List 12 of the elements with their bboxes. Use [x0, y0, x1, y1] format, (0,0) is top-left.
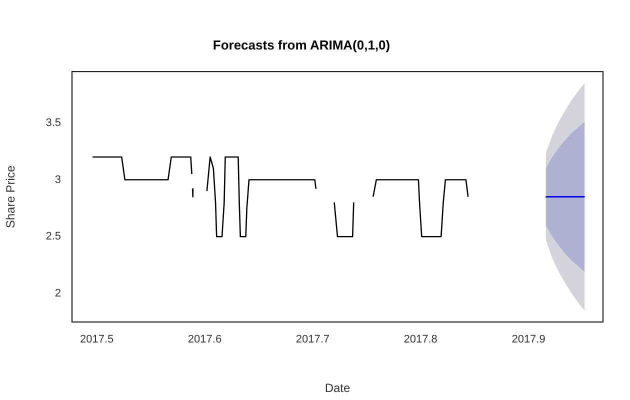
x-axis-title: Date	[324, 381, 350, 396]
x-tick-label: 2017.9	[512, 334, 546, 346]
chart-title: Forecasts from ARIMA(0,1,0)	[212, 37, 390, 52]
y-tick-label: 2.5	[46, 230, 61, 243]
y-tick-label: 3	[54, 174, 61, 186]
x-tick-label: 2017.5	[80, 334, 114, 346]
x-tick-label: 2017.6	[188, 334, 222, 346]
y-tick-label: 2	[54, 288, 61, 300]
y-tick-label: 3.5	[46, 116, 61, 129]
x-tick-label: 2017.7	[296, 334, 330, 346]
x-tick-label: 2017.8	[404, 334, 438, 346]
y-axis-title: Share Price	[4, 165, 18, 228]
